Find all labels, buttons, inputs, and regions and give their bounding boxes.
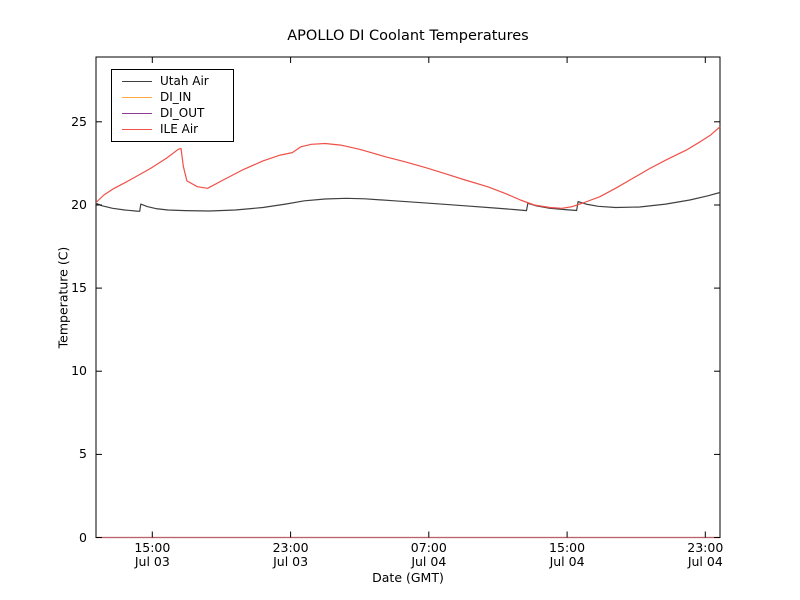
legend-item: ILE Air bbox=[112, 121, 233, 137]
y-tick-label: 10 bbox=[71, 363, 87, 379]
legend-label: ILE Air bbox=[160, 122, 199, 136]
legend-label: Utah Air bbox=[160, 74, 209, 88]
legend: Utah Air DI_IN DI_OUT ILE Air bbox=[111, 69, 234, 142]
y-tick-label: 0 bbox=[79, 529, 87, 545]
x-tick-label: 23:00 Jul 03 bbox=[272, 540, 309, 569]
y-tick-label: 5 bbox=[79, 446, 87, 462]
x-tick-label: 15:00 Jul 04 bbox=[549, 540, 586, 569]
legend-line-swatch bbox=[122, 128, 152, 130]
legend-label: DI_OUT bbox=[160, 106, 205, 120]
legend-item: DI_IN bbox=[112, 89, 233, 105]
y-tick-label: 25 bbox=[71, 113, 87, 129]
legend-line-swatch bbox=[122, 80, 152, 82]
y-tick-label: 15 bbox=[71, 280, 87, 296]
legend-line-swatch bbox=[122, 112, 152, 114]
chart-title: APOLLO DI Coolant Temperatures bbox=[287, 28, 529, 44]
legend-item: Utah Air bbox=[112, 73, 233, 89]
legend-line-swatch bbox=[122, 96, 152, 98]
series-ile-air-line bbox=[95, 126, 721, 209]
legend-label: DI_IN bbox=[160, 90, 192, 104]
legend-item: DI_OUT bbox=[112, 105, 233, 121]
x-tick-label: 07:00 Jul 04 bbox=[410, 540, 447, 569]
x-tick-label: 23:00 Jul 04 bbox=[687, 540, 724, 569]
x-tick-label: 15:00 Jul 03 bbox=[134, 540, 171, 569]
y-tick-label: 20 bbox=[71, 196, 87, 212]
x-axis-label: Date (GMT) bbox=[372, 570, 444, 585]
series-utah-air-line bbox=[95, 191, 721, 212]
